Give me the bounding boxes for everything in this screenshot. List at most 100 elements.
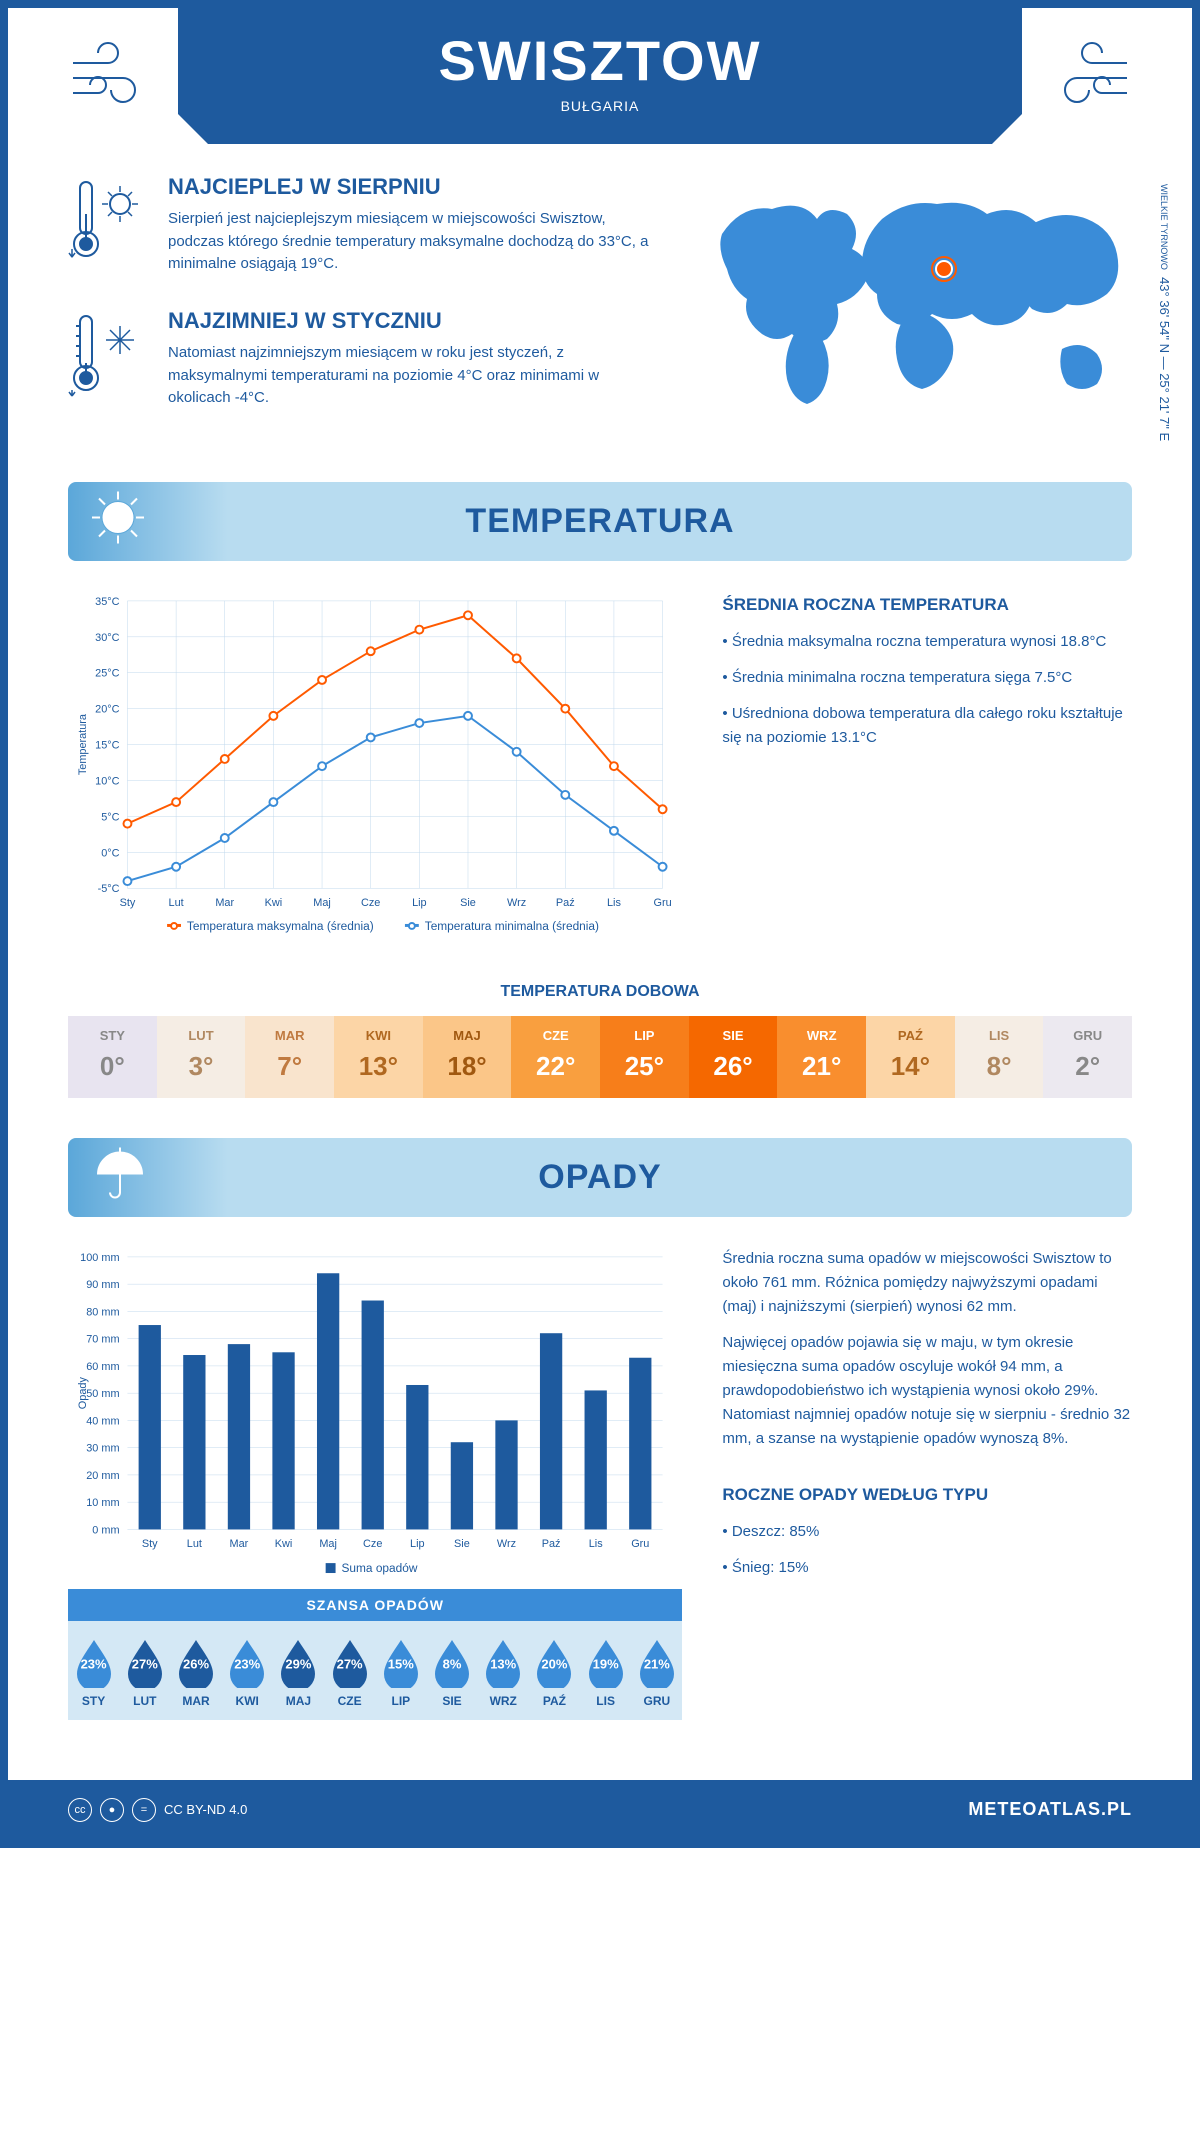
svg-text:35°C: 35°C (95, 596, 119, 608)
svg-text:Lis: Lis (607, 897, 621, 909)
raindrop-icon: 27% (124, 1636, 166, 1688)
svg-text:5°C: 5°C (101, 811, 119, 823)
svg-text:Lip: Lip (412, 897, 427, 909)
temp-info-title: ŚREDNIA ROCZNA TEMPERATURA (722, 591, 1132, 618)
raindrop-icon: 13% (482, 1636, 524, 1688)
daily-temp-cell: GRU2° (1043, 1016, 1132, 1098)
page-footer: cc ● = CC BY-ND 4.0 METEOATLAS.PL (8, 1780, 1192, 1840)
daily-temp-cell: MAJ18° (423, 1016, 512, 1098)
precipitation-chance-table: SZANSA OPADÓW 23% STY 27% LUT 26% MAR 23… (68, 1589, 682, 1720)
chance-cell: 21% GRU (631, 1636, 682, 1708)
chance-cell: 19% LIS (580, 1636, 631, 1708)
chance-cell: 27% LUT (119, 1636, 170, 1708)
svg-text:Sie: Sie (454, 1538, 470, 1550)
chance-cell: 26% MAR (170, 1636, 221, 1708)
svg-text:Sty: Sty (120, 897, 136, 909)
coldest-title: NAJZIMNIEJ W STYCZNIU (168, 308, 652, 334)
chance-cell: 29% MAJ (273, 1636, 324, 1708)
temp-bullet: • Średnia maksymalna roczna temperatura … (722, 630, 1132, 654)
thermometer-sun-icon (68, 174, 148, 278)
svg-text:Temperatura minimalna (średnia: Temperatura minimalna (średnia) (425, 919, 599, 933)
section-header-temperature: TEMPERATURA (68, 482, 1132, 561)
svg-text:Lut: Lut (169, 897, 184, 909)
chance-cell: 23% STY (68, 1636, 119, 1708)
temp-bullet: • Średnia minimalna roczna temperatura s… (722, 666, 1132, 690)
svg-text:Lip: Lip (410, 1538, 425, 1550)
temp-bullet: • Uśredniona dobowa temperatura dla całe… (722, 702, 1132, 750)
svg-text:-5°C: -5°C (98, 883, 120, 895)
svg-text:Temperatura: Temperatura (77, 713, 89, 775)
warmest-title: NAJCIEPLEJ W SIERPNIU (168, 174, 652, 200)
raindrop-icon: 20% (533, 1636, 575, 1688)
section-header-precipitation: OPADY (68, 1138, 1132, 1217)
precip-text-1: Średnia roczna suma opadów w miejscowośc… (722, 1247, 1132, 1319)
raindrop-icon: 21% (636, 1636, 678, 1688)
svg-text:Sty: Sty (142, 1538, 158, 1550)
svg-text:60 mm: 60 mm (86, 1361, 119, 1373)
svg-text:Lis: Lis (589, 1538, 603, 1550)
svg-text:Paź: Paź (542, 1538, 561, 1550)
svg-text:Temperatura maksymalna (średni: Temperatura maksymalna (średnia) (187, 919, 374, 933)
svg-text:80 mm: 80 mm (86, 1306, 119, 1318)
daily-temp-cell: WRZ21° (777, 1016, 866, 1098)
svg-text:Suma opadów: Suma opadów (342, 1561, 418, 1575)
wind-decoration-left (68, 38, 158, 120)
sun-icon (88, 487, 148, 556)
svg-text:Kwi: Kwi (265, 897, 283, 909)
daily-temp-cell: PAŹ14° (866, 1016, 955, 1098)
warmest-text: Sierpień jest najcieplejszym miesiącem w… (168, 208, 652, 276)
precip-text-2: Najwięcej opadów pojawia się w maju, w t… (722, 1331, 1132, 1451)
daily-temp-cell: LUT3° (157, 1016, 246, 1098)
nd-icon: = (132, 1798, 156, 1822)
svg-text:20°C: 20°C (95, 704, 119, 716)
svg-text:Wrz: Wrz (507, 897, 526, 909)
svg-text:Lut: Lut (187, 1538, 202, 1550)
raindrop-icon: 29% (277, 1636, 319, 1688)
country-subtitle: BUŁGARIA (208, 98, 992, 114)
raindrop-icon: 26% (175, 1636, 217, 1688)
svg-text:10°C: 10°C (95, 775, 119, 787)
svg-text:Sie: Sie (460, 897, 476, 909)
annual-bullet: • Deszcz: 85% (722, 1520, 1132, 1544)
wind-decoration-right (1042, 38, 1132, 120)
chance-cell: 27% CZE (324, 1636, 375, 1708)
daily-temp-cell: LIS8° (955, 1016, 1044, 1098)
svg-text:0 mm: 0 mm (92, 1524, 119, 1536)
annual-precip-title: ROCZNE OPADY WEDŁUG TYPU (722, 1481, 1132, 1508)
svg-text:Cze: Cze (363, 1538, 382, 1550)
chance-cell: 8% SIE (426, 1636, 477, 1708)
license-badge: cc ● = CC BY-ND 4.0 (68, 1798, 247, 1822)
brand-name: METEOATLAS.PL (968, 1799, 1132, 1820)
coldest-text: Natomiast najzimniejszym miesiącem w rok… (168, 342, 652, 410)
raindrop-icon: 15% (380, 1636, 422, 1688)
chance-cell: 15% LIP (375, 1636, 426, 1708)
svg-text:Gru: Gru (654, 897, 672, 909)
svg-text:15°C: 15°C (95, 740, 119, 752)
svg-text:Maj: Maj (319, 1538, 337, 1550)
chance-cell: 23% KWI (222, 1636, 273, 1708)
daily-temp-cell: KWI13° (334, 1016, 423, 1098)
svg-text:Wrz: Wrz (497, 1538, 516, 1550)
svg-text:Kwi: Kwi (275, 1538, 293, 1550)
svg-text:90 mm: 90 mm (86, 1279, 119, 1291)
page-header: SWISZTOW BUŁGARIA (208, 8, 992, 144)
raindrop-icon: 19% (585, 1636, 627, 1688)
coordinates: WIELKIE TYRNOWO 43° 36' 54" N — 25° 21' … (1157, 184, 1172, 441)
svg-text:25°C: 25°C (95, 668, 119, 680)
svg-text:40 mm: 40 mm (86, 1415, 119, 1427)
daily-temp-cell: SIE26° (689, 1016, 778, 1098)
daily-temp-cell: LIP25° (600, 1016, 689, 1098)
precipitation-bar-chart: 0 mm10 mm20 mm30 mm40 mm50 mm60 mm70 mm8… (68, 1247, 682, 1584)
svg-text:Cze: Cze (361, 897, 380, 909)
svg-text:30°C: 30°C (95, 632, 119, 644)
umbrella-icon (88, 1143, 148, 1212)
world-map: WIELKIE TYRNOWO 43° 36' 54" N — 25° 21' … (692, 174, 1132, 442)
svg-text:20 mm: 20 mm (86, 1470, 119, 1482)
svg-text:Maj: Maj (313, 897, 331, 909)
raindrop-icon: 8% (431, 1636, 473, 1688)
cc-icon: cc (68, 1798, 92, 1822)
svg-text:Mar: Mar (230, 1538, 249, 1550)
by-icon: ● (100, 1798, 124, 1822)
coldest-block: NAJZIMNIEJ W STYCZNIU Natomiast najzimni… (68, 308, 652, 412)
svg-text:Paź: Paź (556, 897, 575, 909)
